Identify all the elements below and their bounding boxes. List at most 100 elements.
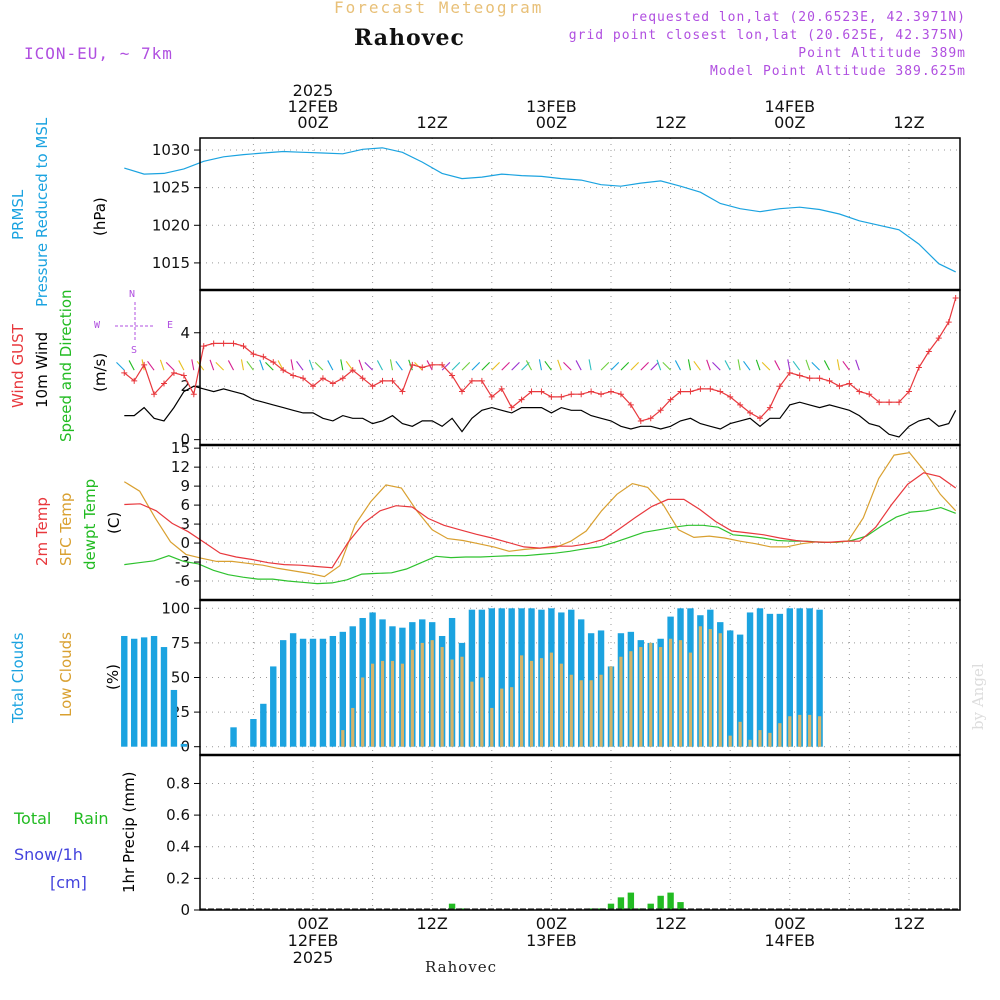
bottom-time-label: 00Z: [297, 914, 328, 933]
total-cloud-bar: [468, 609, 476, 747]
wind-direction-arrow: [823, 360, 831, 371]
gust-marker: [588, 388, 595, 395]
wind-direction-arrow: [259, 359, 264, 371]
low-cloud-bar: [559, 663, 563, 747]
low-cloud-bar: [609, 666, 613, 747]
rain-bar: [448, 903, 456, 910]
bottom-time-label: 00Z: [774, 914, 805, 933]
compass-w: W: [94, 320, 101, 331]
wind-direction-arrow: [481, 362, 491, 371]
gust-marker: [399, 388, 406, 395]
bottom-time-label: 12Z: [893, 914, 924, 933]
y-tick-label: 50: [171, 669, 190, 687]
low-cloud-bar: [678, 640, 683, 747]
wind-direction-arrow: [640, 362, 649, 371]
wind-direction-arrow: [246, 360, 254, 371]
gust-marker: [876, 399, 883, 406]
gust-marker: [945, 319, 952, 326]
y-tick-label: 0: [180, 534, 190, 552]
y-tick-label: 0.8: [166, 774, 190, 792]
total-cloud-bar: [170, 689, 178, 747]
wind-speed-line: [124, 385, 957, 438]
y-tick-label: 1020: [152, 216, 190, 234]
y-tick-label: 9: [180, 477, 190, 495]
total-cloud-bar: [786, 608, 793, 747]
top-time-label: 00Z: [774, 113, 805, 132]
low-cloud-bar: [708, 629, 712, 747]
gust-marker: [310, 383, 316, 390]
low-cloud-bar: [619, 656, 623, 747]
low-cloud-bar: [430, 640, 434, 747]
total-cloud-bar: [289, 633, 297, 747]
gust-marker: [856, 388, 863, 395]
gust-marker: [468, 377, 475, 384]
bottom-time-label: 14FEB: [764, 931, 815, 950]
low-cloud-bar: [768, 732, 772, 747]
gust-marker: [250, 351, 257, 358]
gust-marker: [915, 364, 922, 371]
wind-direction-arrow: [376, 360, 384, 371]
bottom-time-label: 12Z: [655, 914, 686, 933]
wind-direction-arrow: [227, 360, 235, 371]
rain-bar: [647, 903, 654, 910]
gust-marker: [190, 391, 197, 398]
wind-direction-arrow: [389, 359, 394, 371]
y-tick-label: 1015: [152, 254, 190, 272]
wind-direction-arrow: [165, 362, 175, 371]
gust-marker: [498, 385, 505, 392]
gust-marker: [300, 375, 307, 382]
total-cloud-bar: [349, 626, 356, 747]
gust-marker: [796, 372, 803, 379]
wind-direction-arrow: [461, 362, 471, 371]
wind-direction-arrow: [314, 362, 324, 371]
forecast-meteogram-title: Forecast Meteogram: [334, 0, 544, 17]
wind-direction-arrow: [501, 362, 510, 371]
gust-marker: [756, 415, 763, 422]
wind-direction-arrow: [855, 359, 860, 371]
bottom-time-label: 13FEB: [526, 931, 577, 950]
wind-direction-arrow: [842, 360, 850, 371]
wind-direction-arrow: [588, 359, 592, 371]
gust-marker: [240, 343, 247, 350]
gust-marker: [548, 393, 555, 400]
low-cloud-bar: [539, 658, 544, 747]
top-time-label: 00Z: [536, 113, 567, 132]
low-cloud-bar: [390, 660, 395, 747]
total-cloud-bar: [280, 640, 287, 747]
bottom-time-label: 12FEB: [288, 931, 339, 950]
total-cloud-bar: [816, 609, 823, 747]
gust-marker: [598, 391, 605, 398]
gust-marker: [131, 377, 138, 384]
gust-marker: [518, 396, 525, 403]
gust-marker: [200, 343, 207, 350]
compass-n: N: [129, 289, 136, 300]
low-cloud-bar: [688, 652, 693, 747]
low-cloud-bar: [639, 647, 643, 747]
total-cloud-bar: [776, 613, 784, 747]
total-cloud-bar: [508, 608, 515, 747]
gust-marker: [677, 388, 684, 395]
wind-direction-arrow: [159, 359, 165, 371]
low-cloud-bar: [659, 647, 663, 747]
gust-marker: [389, 377, 396, 384]
gust-marker: [896, 399, 903, 406]
low-cloud-bar: [698, 626, 702, 747]
gust-marker: [439, 361, 446, 368]
gust-marker: [776, 383, 783, 390]
wind-direction-arrow: [265, 362, 274, 371]
wind-direction-arrow: [706, 359, 711, 371]
rain-bar: [617, 897, 625, 910]
wind-direction-arrow: [209, 359, 215, 371]
rain-text: Rain: [73, 809, 109, 828]
gust-marker: [379, 377, 386, 384]
gust-marker: [667, 396, 674, 403]
low-cloud-bar: [529, 660, 534, 747]
low-cloud-bar: [649, 642, 653, 747]
gust-marker: [409, 361, 416, 368]
wind-direction-arrow: [724, 360, 731, 371]
wind-direction-arrow: [610, 362, 620, 371]
gust-marker: [905, 388, 912, 395]
total-cloud-bar: [140, 637, 148, 747]
gust-marker: [687, 388, 694, 395]
gust-marker: [449, 372, 456, 379]
